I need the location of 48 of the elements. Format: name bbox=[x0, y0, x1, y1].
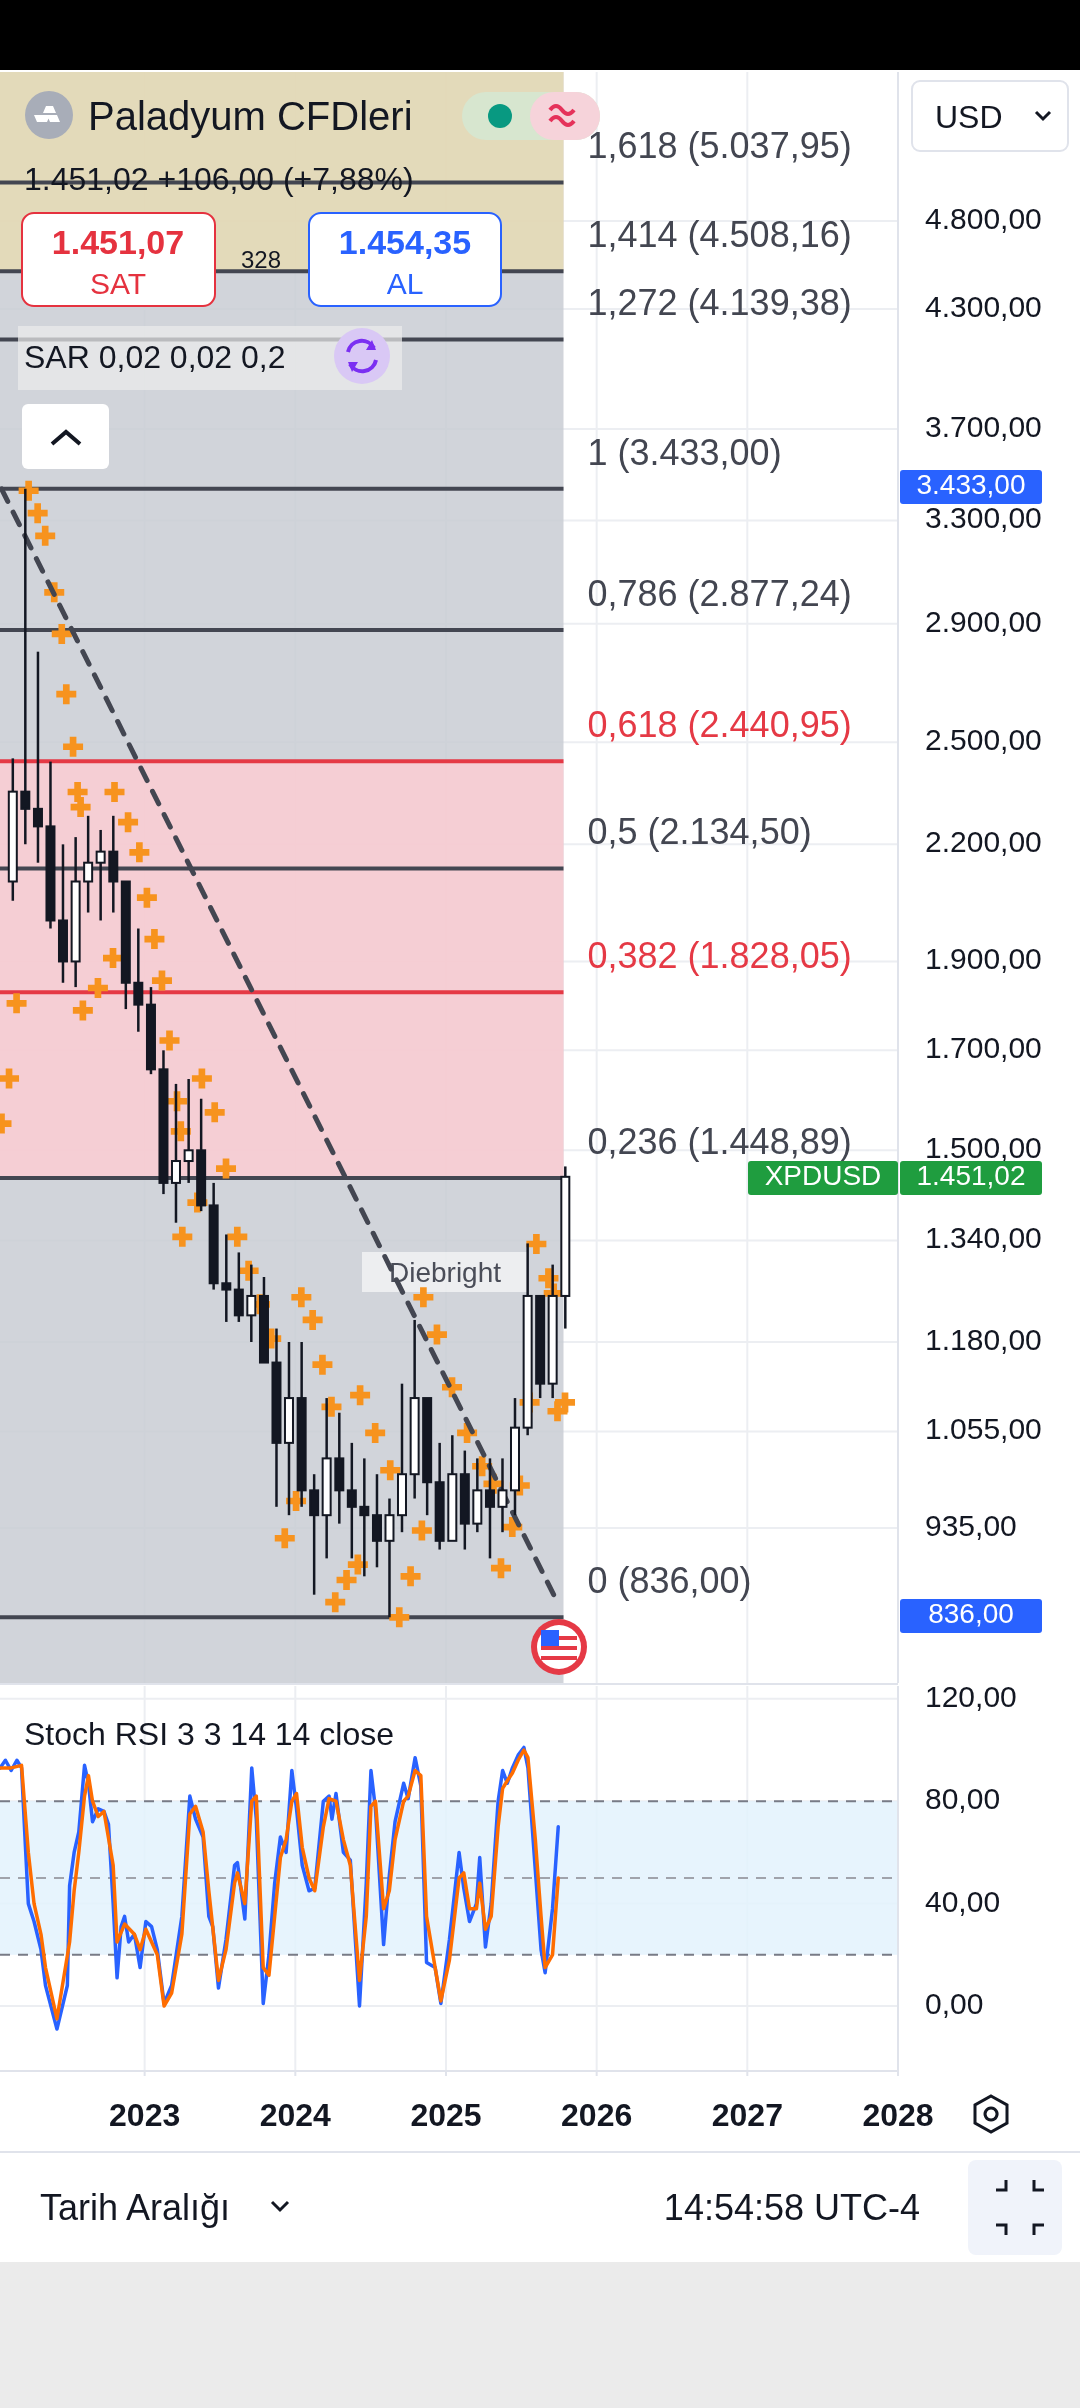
ref-line-label: 1 (3.433,00) bbox=[587, 431, 782, 473]
text: 14:54:58 UTC-4 bbox=[663, 2187, 920, 2228]
text: Tarih Aralığı bbox=[40, 2187, 231, 2228]
y-tick-label: 1.340,00 bbox=[925, 1221, 1042, 1255]
x-tick-label: 2028 bbox=[862, 2097, 934, 2133]
text: Stoch RSI 3 3 14 14 close bbox=[24, 1716, 394, 1752]
ref-line-label: 0,5 (2.134,50) bbox=[587, 811, 812, 853]
ref-line-label: 0,236 (1.448,89) bbox=[587, 1120, 852, 1162]
x-tick-label: 2025 bbox=[410, 2097, 482, 2133]
y-tick-label: 40,00 bbox=[925, 1884, 1001, 1918]
ref-line-label: 0,786 (2.877,24) bbox=[587, 572, 852, 614]
ref-line-label: 0,382 (1.828,05) bbox=[587, 935, 852, 977]
annotation: 328 bbox=[240, 246, 282, 273]
annotation: 1.451,07 bbox=[51, 223, 185, 261]
y-tick-label: 120,00 bbox=[925, 1679, 1017, 1713]
text: USD bbox=[935, 99, 1003, 135]
annotation: SAR 0,02 0,02 0,2 bbox=[24, 339, 286, 375]
y-tick-label: 3.700,00 bbox=[925, 409, 1042, 443]
y-tick-label: 1.700,00 bbox=[925, 1031, 1042, 1065]
annotation: AL bbox=[386, 267, 424, 300]
annotation: Diebright bbox=[388, 1257, 502, 1288]
y-tick-label: 935,00 bbox=[925, 1508, 1017, 1542]
text: 3.433,00 bbox=[916, 469, 1026, 501]
text: Paladyum CFDleri bbox=[88, 94, 413, 138]
x-tick-label: 2024 bbox=[259, 2097, 332, 2133]
ref-line-label: 1,272 (4.139,38) bbox=[587, 282, 852, 324]
x-tick-label: 2027 bbox=[711, 2097, 783, 2133]
y-tick-label: 1.055,00 bbox=[925, 1412, 1042, 1446]
y-tick-label: 2.900,00 bbox=[925, 604, 1042, 638]
y-tick-label: 4.300,00 bbox=[925, 289, 1042, 323]
ref-line-label: 0 (836,00) bbox=[587, 1560, 752, 1602]
annotation: SAT bbox=[89, 267, 147, 300]
ref-line-label: 1,618 (5.037,95) bbox=[587, 125, 852, 167]
x-tick-label: 2023 bbox=[109, 2097, 181, 2133]
y-tick-label: 1.180,00 bbox=[925, 1322, 1042, 1356]
y-tick-label: 80,00 bbox=[925, 1782, 1001, 1816]
annotation: XPDUSD bbox=[764, 1160, 882, 1192]
text: 836,00 bbox=[928, 1598, 1014, 1630]
y-tick-label: 1.900,00 bbox=[925, 942, 1042, 976]
x-tick-label: 2026 bbox=[561, 2097, 633, 2133]
ref-line-label: 1,414 (4.508,16) bbox=[587, 214, 852, 256]
y-tick-label: 0,00 bbox=[925, 1986, 984, 2020]
y-tick-label: 3.300,00 bbox=[925, 501, 1042, 535]
ref-line-label: 0,618 (2.440,95) bbox=[587, 704, 852, 746]
y-tick-label: 4.800,00 bbox=[925, 202, 1042, 236]
annotation: 1.454,35 bbox=[338, 223, 472, 261]
y-tick-label: 2.500,00 bbox=[925, 723, 1042, 757]
y-tick-label: 2.200,00 bbox=[925, 825, 1042, 859]
